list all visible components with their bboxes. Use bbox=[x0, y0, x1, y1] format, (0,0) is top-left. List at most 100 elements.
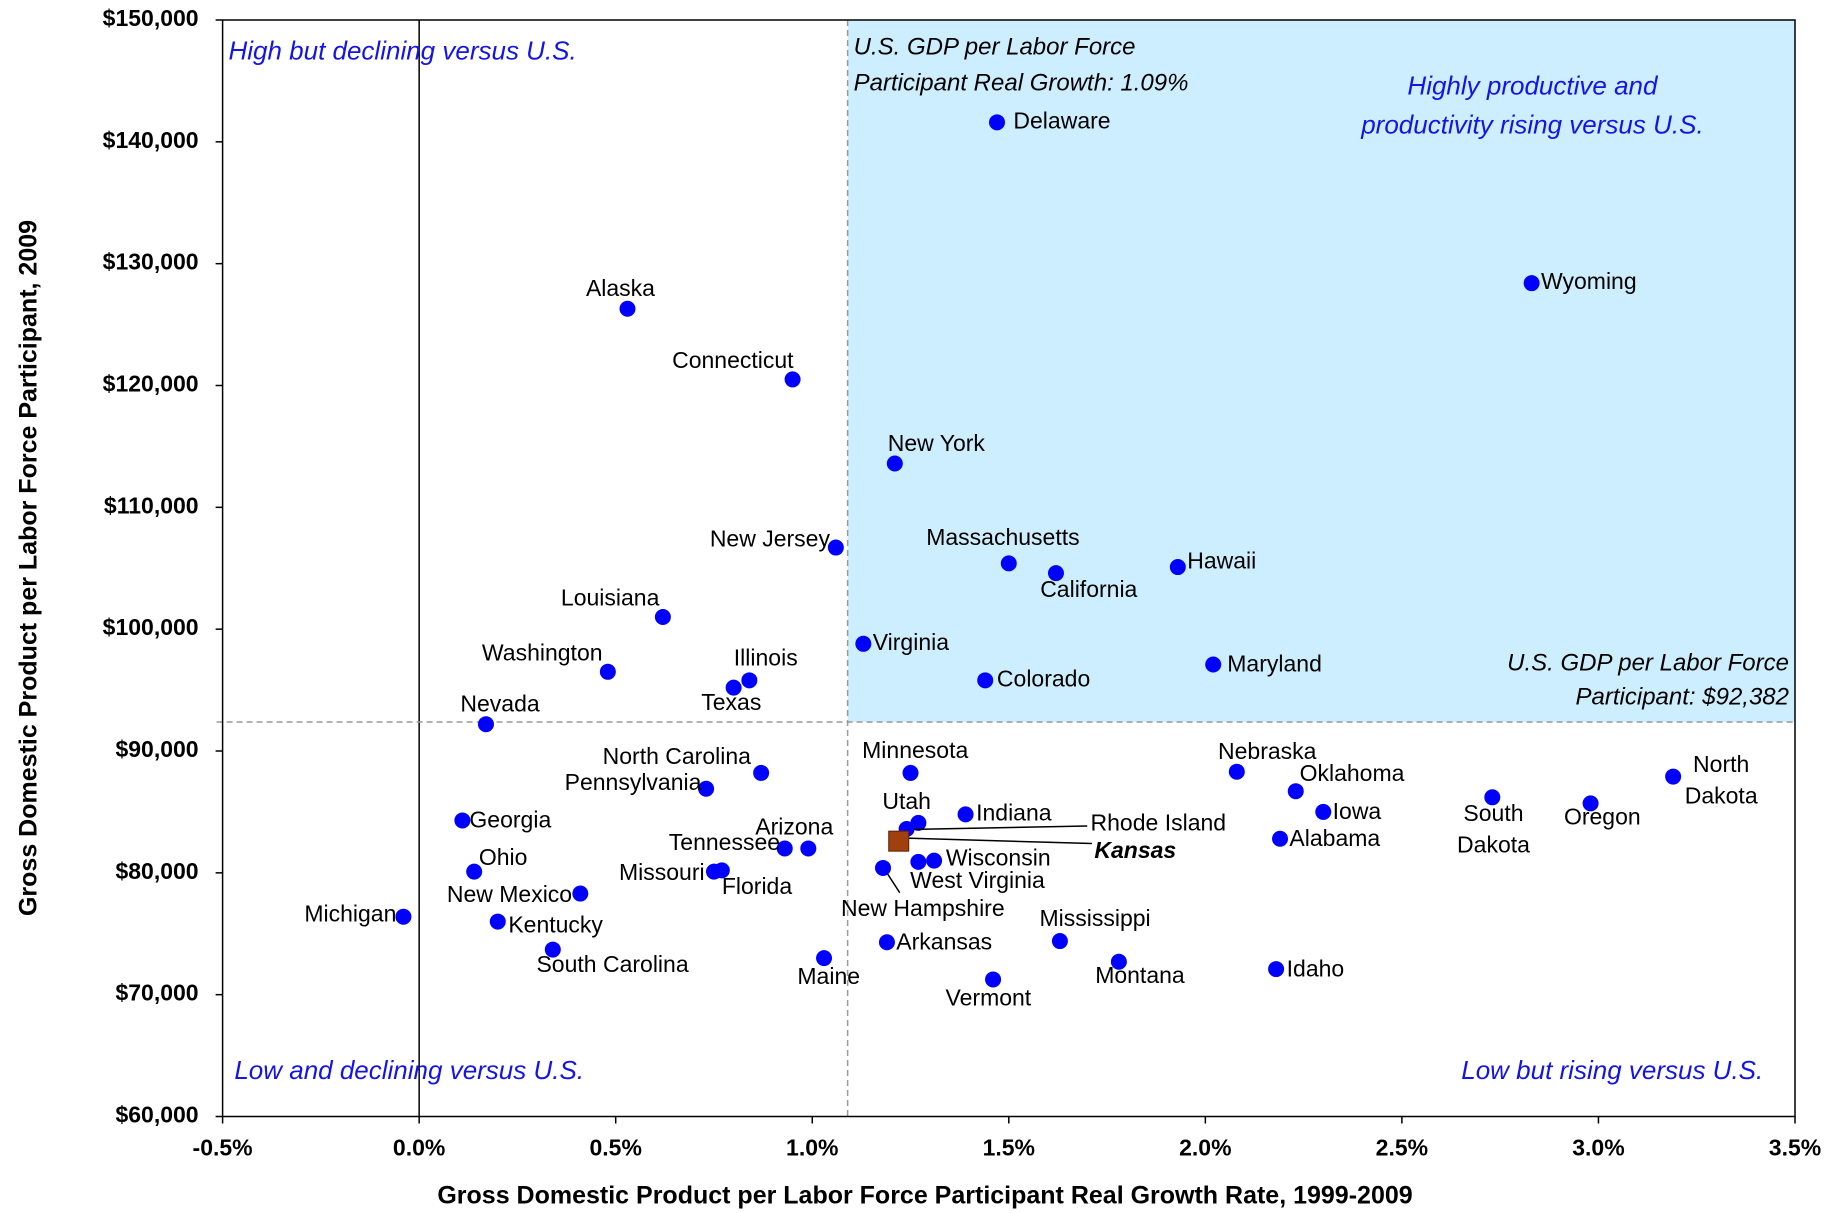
point bbox=[977, 672, 994, 689]
point bbox=[910, 814, 927, 831]
point-label: North Carolina bbox=[603, 743, 751, 769]
point-label: Colorado bbox=[997, 665, 1090, 691]
point bbox=[800, 840, 817, 857]
point-label: Arkansas bbox=[896, 929, 992, 955]
point bbox=[753, 764, 770, 781]
point bbox=[776, 840, 793, 857]
point bbox=[466, 863, 483, 880]
point bbox=[1110, 953, 1127, 970]
point bbox=[725, 679, 742, 696]
point-label: Maine bbox=[797, 963, 860, 989]
point bbox=[1272, 830, 1289, 847]
point bbox=[1268, 961, 1285, 978]
point-label: South Dakota bbox=[1457, 800, 1530, 858]
point-label: Wisconsin bbox=[946, 845, 1051, 871]
point bbox=[599, 663, 616, 680]
x-tick-label: -0.5% bbox=[193, 1135, 253, 1161]
x-tick-label: 3.5% bbox=[1769, 1135, 1821, 1161]
y-tick-label: $90,000 bbox=[115, 736, 198, 762]
y-axis-title: Gross Domestic Product per Labor Force P… bbox=[15, 220, 43, 916]
point bbox=[784, 371, 801, 388]
leader-line bbox=[886, 872, 901, 894]
point bbox=[816, 950, 833, 967]
plot-frame bbox=[221, 19, 1796, 1118]
point bbox=[875, 859, 892, 876]
point-label: Pennsylvania bbox=[565, 769, 702, 795]
point bbox=[395, 908, 412, 925]
points-layer bbox=[395, 114, 1682, 988]
point bbox=[989, 114, 1006, 131]
point-label: Florida bbox=[722, 873, 793, 899]
point bbox=[477, 716, 494, 733]
leader-line bbox=[907, 825, 1088, 831]
point-label: Missouri bbox=[619, 859, 705, 885]
y-reference-label: U.S. GDP per Labor Force bbox=[1507, 649, 1789, 676]
point bbox=[713, 862, 730, 879]
quadrant-label: productivity rising versus U.S. bbox=[1360, 109, 1703, 139]
point bbox=[957, 806, 974, 823]
point bbox=[886, 455, 903, 472]
point-label: West Virginia bbox=[910, 867, 1045, 893]
point-label: South Carolina bbox=[536, 951, 688, 977]
point bbox=[544, 941, 561, 958]
point-label: Tennessee bbox=[669, 829, 780, 855]
point-label: Virginia bbox=[873, 629, 949, 655]
highlight-quadrant bbox=[847, 20, 1795, 722]
point bbox=[1228, 763, 1245, 780]
highlight-point bbox=[888, 830, 910, 852]
y-tick-label: $70,000 bbox=[115, 980, 198, 1006]
point-label: Nebraska bbox=[1218, 738, 1317, 764]
point bbox=[741, 672, 758, 689]
point-label: Maryland bbox=[1227, 651, 1322, 677]
point-label: Louisiana bbox=[561, 584, 660, 610]
point bbox=[454, 812, 471, 829]
shade-layer bbox=[847, 20, 1795, 722]
point-label: New Hampshire bbox=[841, 895, 1005, 921]
point bbox=[619, 300, 636, 317]
point-label: Mississippi bbox=[1039, 905, 1150, 931]
x-tick-label: 2.0% bbox=[1179, 1135, 1231, 1161]
point-label: North Dakota bbox=[1685, 751, 1758, 809]
y-tick-label: $60,000 bbox=[115, 1102, 198, 1128]
point bbox=[1523, 275, 1540, 292]
point-label: Arizona bbox=[755, 814, 833, 840]
point-label: Indiana bbox=[976, 799, 1052, 825]
point bbox=[910, 853, 927, 870]
point-label: Hawaii bbox=[1187, 547, 1256, 573]
x-tick-label: 0.5% bbox=[589, 1135, 641, 1161]
point-label: Rhode Island bbox=[1091, 809, 1227, 835]
x-axis-title: Gross Domestic Product per Labor Force P… bbox=[437, 1182, 1412, 1210]
point-label: Montana bbox=[1095, 962, 1185, 988]
quadrant-label: Low but rising versus U.S. bbox=[1461, 1055, 1763, 1085]
x-tick-label: 3.0% bbox=[1572, 1135, 1624, 1161]
x-tick-label: 1.5% bbox=[983, 1135, 1035, 1161]
point-label: Michigan bbox=[304, 901, 396, 927]
point bbox=[489, 913, 506, 930]
y-tick-label: $130,000 bbox=[103, 249, 199, 275]
x-tick-label: 2.5% bbox=[1376, 1135, 1428, 1161]
point-label: Connecticut bbox=[672, 347, 794, 373]
point-label: Texas bbox=[701, 689, 761, 715]
x-reference-label: U.S. GDP per Labor Force bbox=[854, 33, 1136, 60]
y-tick-label: $110,000 bbox=[104, 492, 199, 518]
point bbox=[1665, 768, 1682, 785]
point bbox=[1205, 656, 1222, 673]
point bbox=[1582, 795, 1599, 812]
highlight-label: Kansas bbox=[1094, 837, 1176, 863]
y-tick-label: $80,000 bbox=[115, 858, 198, 884]
point-label: New York bbox=[888, 430, 986, 456]
quadrant-label: High but declining versus U.S. bbox=[228, 36, 576, 66]
point-label: Nevada bbox=[460, 691, 539, 717]
x-tick-label: 0.0% bbox=[393, 1135, 445, 1161]
point-label: Georgia bbox=[469, 807, 551, 833]
point bbox=[827, 539, 844, 556]
point-label: Massachusetts bbox=[926, 524, 1079, 550]
point bbox=[1287, 783, 1304, 800]
point-label: Idaho bbox=[1287, 955, 1345, 981]
quadrant-label: Highly productive and bbox=[1407, 71, 1659, 101]
point-label: California bbox=[1040, 576, 1137, 602]
y-tick-label: $120,000 bbox=[103, 371, 199, 397]
point-label: Illinois bbox=[734, 644, 798, 670]
point-label: Minnesota bbox=[862, 737, 968, 763]
point bbox=[572, 885, 589, 902]
